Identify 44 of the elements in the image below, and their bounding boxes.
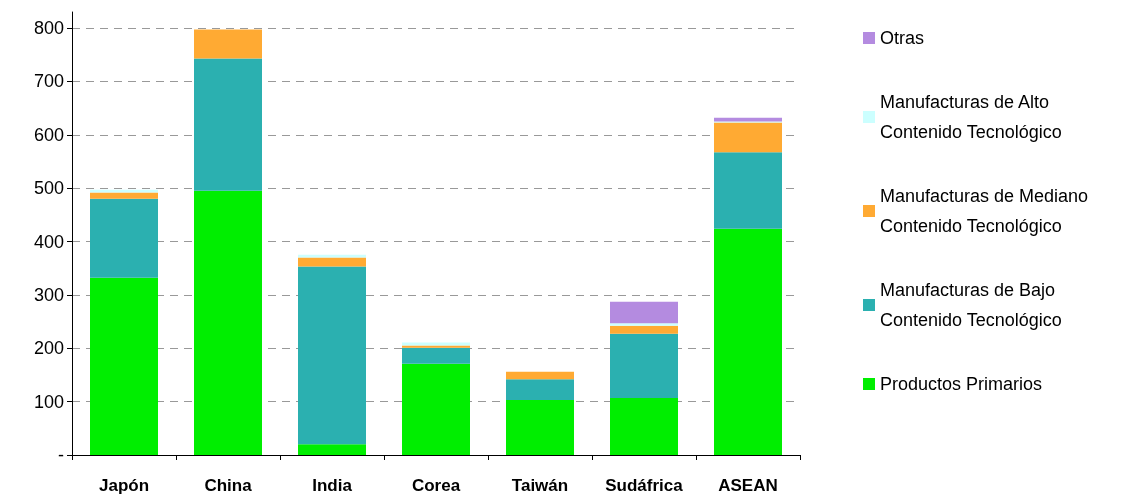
x-tick-label: India: [312, 476, 353, 495]
bar: [402, 363, 470, 455]
bar: [714, 152, 782, 229]
y-tick-label: 100: [33, 391, 64, 412]
legend-label: Productos Primarios: [880, 374, 1043, 394]
x-tick-label: Taiwán: [511, 476, 569, 495]
bar: [610, 397, 678, 455]
bar: [298, 444, 366, 455]
bar: [610, 325, 678, 334]
bar: [506, 371, 574, 380]
bar: [298, 254, 366, 258]
bar: [298, 266, 366, 445]
x-tick-label: Sudáfrica: [605, 476, 684, 495]
legend-label: Manufacturas de Alto Contenido Tecnológico: [880, 92, 1062, 142]
y-tick-label: 400: [33, 231, 64, 252]
y-tick-label: 800: [33, 18, 64, 39]
x-tick-label: ASEAN: [718, 476, 778, 495]
x-tick-label: Japón: [98, 476, 150, 495]
y-tick-label: 200: [33, 338, 64, 359]
bar: [610, 333, 678, 398]
x-tick-label: China: [204, 476, 253, 495]
bar: [610, 323, 678, 326]
legend-label: Otras: [880, 28, 925, 48]
bar: [610, 301, 678, 324]
bar: [90, 277, 158, 455]
legend-label: Manufacturas de Bajo Contenido Tecnológico: [880, 280, 1062, 330]
x-tick-label: Corea: [411, 476, 461, 495]
bar: [506, 379, 574, 401]
y-tick-label: 300: [33, 284, 64, 305]
bar: [714, 122, 782, 153]
bar: [714, 228, 782, 455]
y-tick-label: 600: [33, 124, 64, 145]
bar: [90, 198, 158, 278]
y-tick-label: 700: [33, 71, 64, 92]
y-tick-label: -: [58, 445, 64, 465]
bar: [506, 400, 574, 455]
bar: [402, 347, 470, 364]
y-tick-label: 500: [33, 178, 64, 199]
bar: [194, 29, 262, 59]
bar: [90, 192, 158, 199]
bar: [194, 58, 262, 191]
bar: [194, 190, 262, 455]
legend-label: Manufacturas de Mediano Contenido Tecnológico: [880, 186, 1094, 236]
bar: [298, 257, 366, 267]
